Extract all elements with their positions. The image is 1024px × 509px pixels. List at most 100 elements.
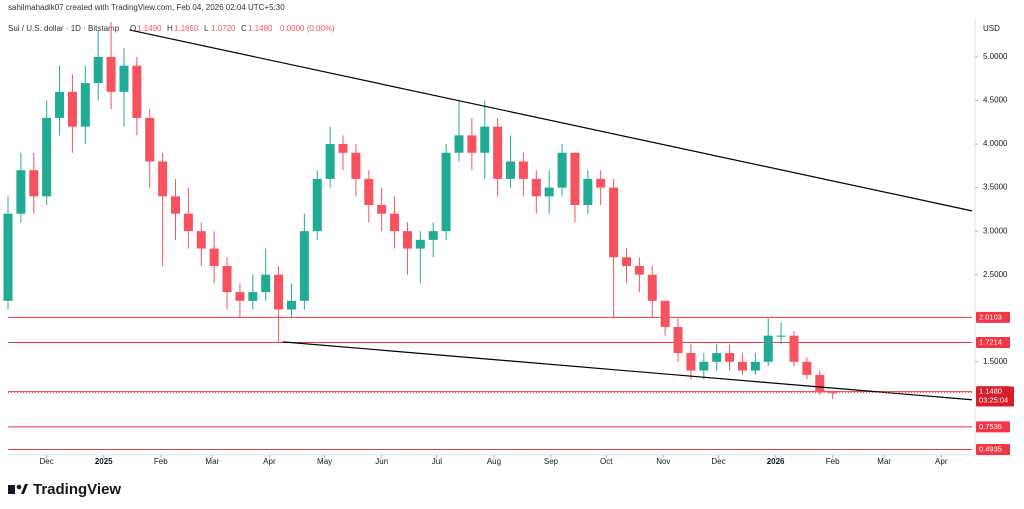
candle-body	[480, 126, 490, 153]
candle-body	[815, 374, 825, 393]
x-tick-label: 2026	[767, 457, 785, 466]
candle-body	[106, 56, 116, 92]
candle-body	[16, 170, 26, 214]
credit: sahilmahadik07 created with TradingView.…	[8, 3, 285, 12]
candle-body	[712, 353, 722, 362]
candle-body	[493, 126, 503, 179]
brand-name: TradingView	[33, 481, 121, 498]
candle-body	[42, 117, 52, 197]
candle-body	[441, 152, 451, 232]
last-price-label: 1.1480	[979, 386, 1002, 395]
candle-body	[299, 231, 309, 301]
y-tick-label: 1.5000	[983, 357, 1008, 366]
candle-body	[634, 265, 644, 275]
candle-body	[725, 353, 735, 362]
candle-body	[274, 274, 284, 310]
y-tick-label: 4.5000	[983, 96, 1008, 105]
candle-body	[699, 361, 709, 371]
ohlc-key: H	[167, 24, 173, 33]
candle-body	[428, 231, 438, 240]
candle-body	[132, 65, 142, 118]
x-tick-label: Mar	[877, 457, 891, 466]
x-tick-label: Apr	[263, 457, 276, 466]
candle-body	[647, 274, 657, 301]
candle-body	[621, 257, 631, 266]
x-tick-label: Jul	[432, 457, 442, 466]
level-label-bg	[976, 443, 1010, 455]
candle-body	[596, 178, 606, 188]
x-tick-label: Aug	[487, 457, 501, 466]
candle-body	[286, 300, 296, 310]
candle-body	[261, 274, 271, 293]
level-label-bg	[976, 311, 1010, 323]
candle-body	[209, 248, 219, 266]
candle-body	[312, 178, 322, 232]
ohlc-value: 1.0720	[211, 24, 236, 33]
level-label: 0.7535	[979, 422, 1002, 431]
change: 0.0000 (0.00%)	[280, 24, 335, 33]
x-tick-label: 2025	[95, 457, 113, 466]
candle-body	[660, 300, 670, 327]
candle-body	[377, 205, 387, 214]
candle-body	[196, 231, 206, 249]
brand-logo: TradingView	[8, 481, 121, 498]
ohlc-value: 1.1490	[137, 24, 162, 33]
ohlc-key: L	[204, 24, 209, 33]
candle-body	[402, 231, 412, 249]
ohlc-key: O	[130, 24, 136, 33]
trendline	[282, 341, 973, 401]
candle-body	[454, 135, 464, 153]
candle-body	[583, 178, 593, 206]
candle-body	[557, 152, 567, 188]
symbol: Sui / U.S. dollar · 1D · Bitstamp	[8, 24, 120, 33]
candle-body	[248, 292, 258, 301]
level-label-bg	[976, 421, 1010, 433]
x-tick-label: Mar	[205, 457, 219, 466]
y-tick-label: 5.0000	[983, 52, 1008, 61]
candle-body	[802, 361, 812, 375]
candle-body	[686, 353, 696, 371]
y-tick-label: 3.0000	[983, 226, 1008, 235]
level-label: 0.4935	[979, 444, 1002, 453]
candle-body	[29, 170, 39, 197]
candle-body	[415, 239, 425, 249]
level-label: 2.0103	[979, 312, 1002, 321]
ohlc-value: 1.1650	[174, 24, 199, 33]
x-tick-label: Dec	[40, 457, 54, 466]
candle-body	[531, 178, 541, 197]
trendline	[129, 29, 973, 212]
last-price-bg	[976, 386, 1014, 407]
candle-body	[544, 187, 554, 197]
x-tick-label: Feb	[826, 457, 840, 466]
candle-body	[183, 213, 193, 232]
candle-body	[506, 161, 516, 179]
candle-body	[80, 83, 90, 127]
candle-body	[776, 335, 786, 337]
candle-body	[145, 117, 155, 162]
candle-body	[828, 392, 838, 394]
level-label: 1.7214	[979, 338, 1002, 347]
candle-body	[390, 213, 400, 232]
candle-body	[570, 152, 580, 206]
candle-body	[3, 213, 13, 301]
candle-body	[119, 65, 129, 92]
y-tick-label: 2.5000	[983, 270, 1008, 279]
ohlc-value: 1.1480	[248, 24, 273, 33]
candle-body	[325, 144, 335, 179]
x-tick-label: Jun	[375, 457, 388, 466]
candle-body	[351, 152, 361, 179]
candle-body	[93, 56, 103, 84]
x-tick-label: Apr	[935, 457, 948, 466]
candle-body	[673, 326, 683, 354]
x-tick-label: Feb	[154, 457, 168, 466]
x-tick-label: Oct	[600, 457, 613, 466]
x-tick-label: Sep	[544, 457, 559, 466]
ohlc-key: C	[241, 24, 247, 33]
countdown: 03:25:04	[979, 395, 1008, 404]
x-tick-label: May	[317, 457, 332, 466]
candle-body	[222, 265, 232, 293]
candle-body	[750, 361, 760, 371]
candle-body	[737, 361, 747, 371]
candle-body	[609, 187, 619, 258]
